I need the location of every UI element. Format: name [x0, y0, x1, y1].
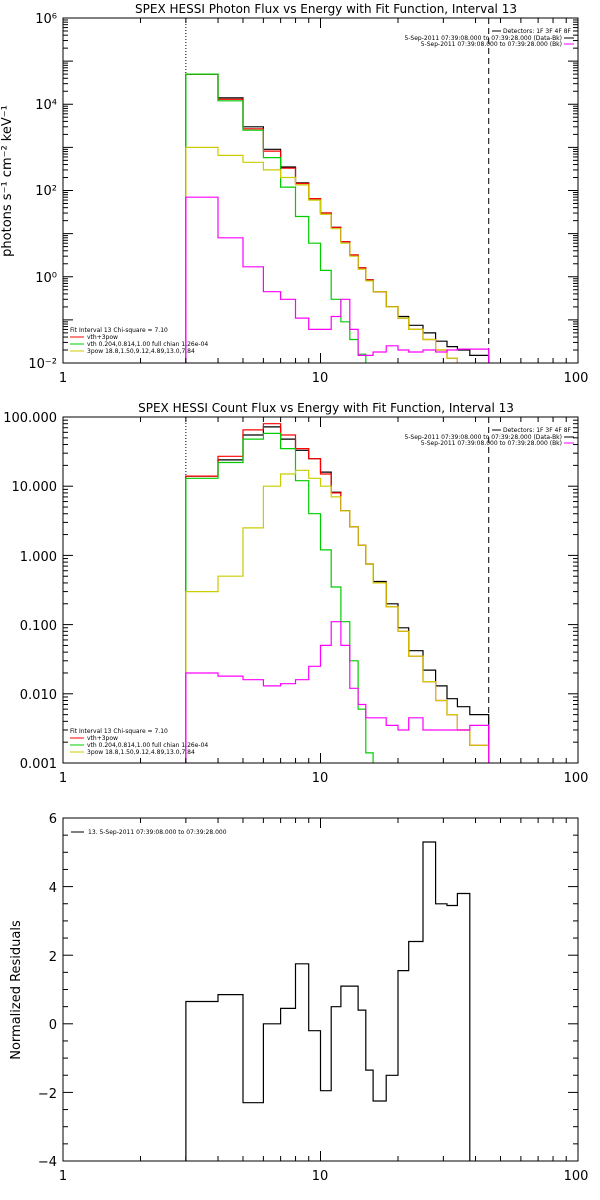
- count-flux-xtick-label: 100: [564, 771, 589, 786]
- photon-flux-legend-entry: Detectors: 1F 3F 4F 8F: [503, 28, 572, 35]
- photon-flux-legend-entry: 5-Sep-2011 07:39:08.000 to 07:39:28.000 …: [421, 41, 562, 48]
- residuals-ytick-label: −4: [38, 1155, 57, 1170]
- residuals-ytick-label: 0: [49, 1018, 57, 1033]
- count-flux-ytick-label: 1.000: [20, 550, 57, 565]
- photon-flux-series-bk: [185, 196, 490, 363]
- residuals-ylabel: Normalized Residuals: [9, 920, 24, 1060]
- count-flux-plot: [185, 417, 490, 763]
- count-flux-legend-entry: 5-Sep-2011 07:39:08.000 to 07:39:28.000 …: [421, 440, 562, 447]
- photon-flux-ylabel-wrap: photons s⁻¹ cm⁻² keV⁻¹: [0, 105, 15, 257]
- photon-flux-plot: [185, 18, 490, 363]
- count-flux-series-bk: [185, 621, 490, 763]
- count-flux-legend-entry: vth+3pow: [87, 735, 118, 742]
- photon-flux-legend-entry: vth+3pow: [87, 334, 118, 341]
- photon-flux-legend-entry: Fit Interval 13 Chi-square = 7.10: [70, 327, 168, 334]
- count-flux-legend-entry: 5-Sep-2011 07:39:08.000 to 07:39:28.000 …: [404, 434, 562, 441]
- photon-flux-series-3pow: [185, 146, 458, 363]
- photon-flux-xtick-label: 100: [564, 371, 589, 386]
- photon-flux-ticks: [63, 18, 578, 363]
- residuals-plot: [185, 841, 471, 1161]
- count-flux-ytick-label: 0.010: [20, 688, 57, 703]
- count-flux-ticks: [63, 417, 578, 763]
- photon-flux-xtick-label: 10: [312, 371, 329, 386]
- photon-flux-title: SPEX HESSI Photon Flux vs Energy with Fi…: [135, 2, 517, 16]
- photon-flux-panel: SPEX HESSI Photon Flux vs Energy with Fi…: [0, 2, 588, 386]
- residuals-ylabel-wrap: Normalized Residuals: [9, 920, 24, 1060]
- count-flux-series-3pow: [185, 469, 490, 763]
- photon-flux-ytick-label: 10⁴: [35, 98, 57, 113]
- count-flux-series-vth: [185, 432, 374, 763]
- residuals-frame: [62, 817, 579, 1162]
- residuals-ytick-label: 2: [49, 950, 57, 965]
- count-flux-legend-entry: 3pow 18.8,1.50,9.12,4.89,13.0,7.84: [87, 749, 195, 756]
- residuals-xtick-label: 100: [564, 1169, 589, 1184]
- count-flux-xtick-label: 1: [59, 771, 67, 786]
- count-flux-panel: SPEX HESSI Count Flux vs Energy with Fit…: [3, 401, 588, 786]
- residuals-legend-entry: 13. 5-Sep-2011 07:39:08.000 to 07:39:28.…: [88, 829, 227, 836]
- count-flux-ytick-label: 0.001: [20, 757, 57, 772]
- count-flux-legend-entry: vth 0.204,0.814,1.00 full chian 1.26e-04: [87, 742, 208, 749]
- count-flux-xtick-label: 10: [312, 771, 329, 786]
- photon-flux-ytick-label: 10⁶: [35, 12, 57, 27]
- residuals-series-13-5-sep-2011-07-39-08-000-to-07-39-28-000: [185, 841, 471, 1161]
- photon-flux-ylabel: photons s⁻¹ cm⁻² keV⁻¹: [0, 105, 15, 257]
- residuals-panel: Normalized Residuals −4 −2 0 2 4 6 1 10 …: [9, 812, 588, 1184]
- residuals-ytick-label: 4: [49, 881, 57, 896]
- residuals-ytick-label: 6: [49, 812, 57, 827]
- count-flux-frame: [62, 416, 579, 764]
- count-flux-ytick-label: 10.000: [12, 480, 58, 495]
- count-flux-ytick-label: 100.000: [3, 411, 57, 426]
- photon-flux-ytick-label: 10⁻²: [28, 357, 57, 372]
- photon-flux-ytick-label: 10²: [35, 184, 57, 199]
- count-flux-legend-entry: Detectors: 1F 3F 4F 8F: [503, 427, 572, 434]
- photon-flux-frame: [62, 17, 579, 364]
- residuals-ytick-label: −2: [38, 1087, 57, 1102]
- photon-flux-legend-entry: vth 0.204,0.814,1.00 full chian 1.26e-04: [87, 341, 208, 348]
- photon-flux-xtick-label: 1: [59, 371, 67, 386]
- photon-flux-legend-entry: 3pow 18.8,1.50,9.12,4.89,13.0,7.84: [87, 348, 195, 355]
- count-flux-legend-entry: Fit Interval 13 Chi-square = 7.10: [70, 728, 168, 735]
- photon-flux-legend-entry: 5-Sep-2011 07:39:08.000 to 07:39:28.000 …: [404, 35, 562, 42]
- residuals-xtick-label: 10: [312, 1169, 329, 1184]
- photon-flux-ytick-label: 10⁰: [35, 271, 57, 286]
- count-flux-title: SPEX HESSI Count Flux vs Energy with Fit…: [138, 401, 514, 415]
- residuals-xtick-label: 1: [59, 1169, 67, 1184]
- count-flux-ytick-label: 0.100: [20, 619, 57, 634]
